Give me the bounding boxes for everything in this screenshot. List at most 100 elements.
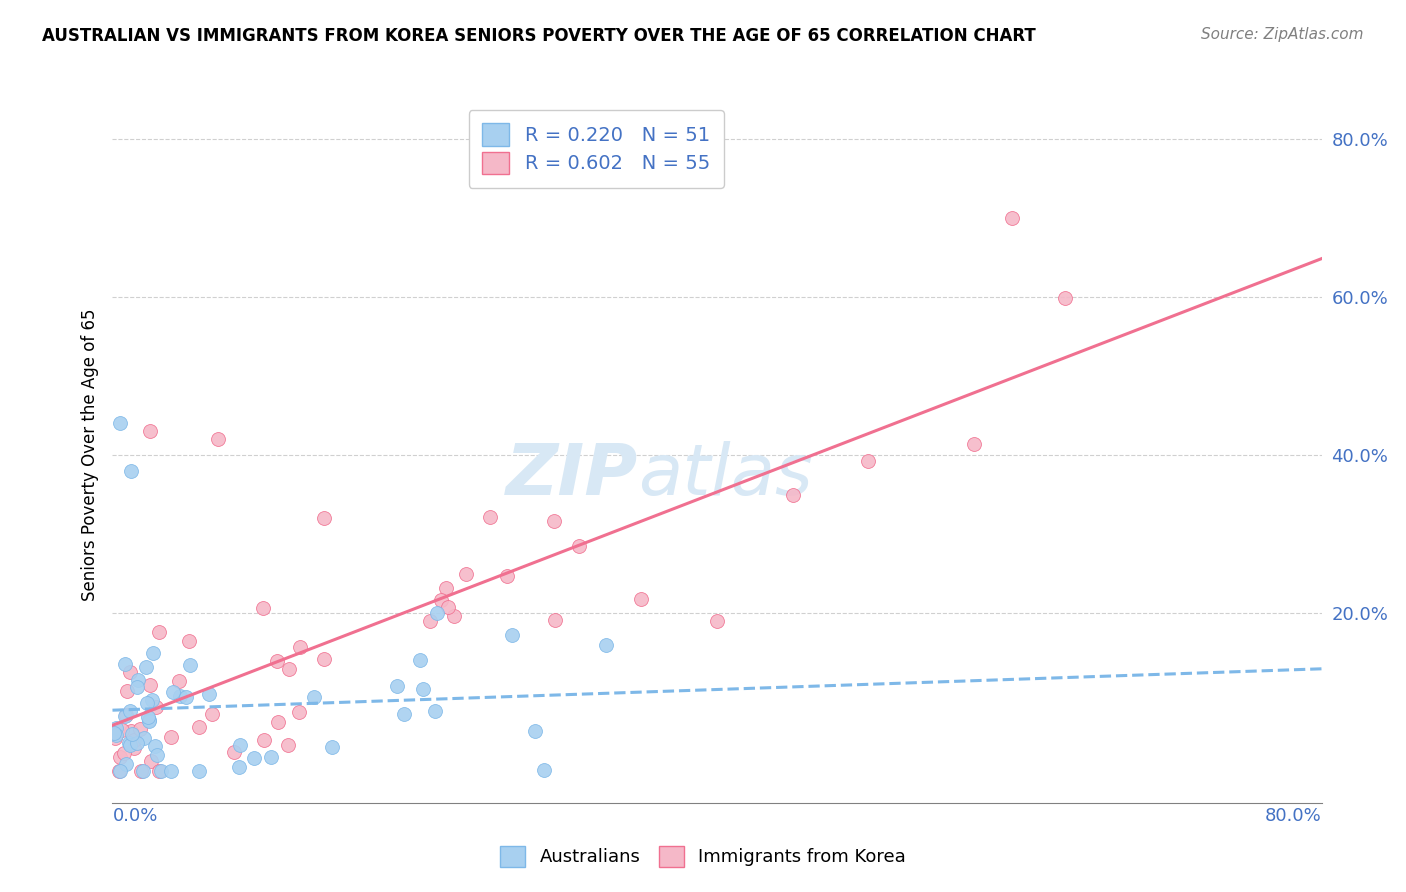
Point [706, 614, 728, 628]
Point [141, 693, 163, 707]
Point [142, 646, 165, 660]
Point [429, 593, 451, 607]
Point [127, 680, 149, 694]
Point [179, 657, 201, 672]
Point [630, 591, 652, 606]
Point [207, 432, 229, 446]
Point [228, 738, 250, 752]
Point [266, 714, 288, 729]
Point [419, 614, 441, 628]
Point [114, 709, 136, 723]
Point [129, 764, 152, 779]
Point [104, 731, 127, 745]
Point [135, 696, 157, 710]
Text: Source: ZipAtlas.com: Source: ZipAtlas.com [1201, 27, 1364, 42]
Point [135, 659, 157, 673]
Point [312, 652, 335, 666]
Point [392, 706, 415, 721]
Point [148, 624, 170, 639]
Point [385, 680, 408, 694]
Point [169, 689, 191, 703]
Point [122, 733, 145, 747]
Point [108, 417, 131, 431]
Point [104, 725, 127, 739]
Point [160, 764, 183, 779]
Point [121, 726, 143, 740]
Point [105, 728, 128, 742]
Point [162, 685, 184, 699]
Point [115, 708, 138, 723]
Point [174, 690, 197, 705]
Point [115, 756, 138, 771]
Point [501, 628, 523, 642]
Point [544, 613, 567, 627]
Point [138, 714, 160, 729]
Point [143, 739, 166, 754]
Point [134, 731, 156, 745]
Point [127, 673, 149, 687]
Point [278, 662, 301, 676]
Point [423, 704, 446, 718]
Point [114, 657, 136, 671]
Point [124, 741, 146, 756]
Point [1053, 291, 1076, 305]
Point [496, 569, 519, 583]
Point [108, 749, 131, 764]
Point [201, 707, 224, 722]
Point [479, 510, 502, 524]
Point [412, 681, 434, 696]
Point [148, 764, 170, 779]
Point [112, 746, 135, 760]
Point [1001, 211, 1024, 225]
Point [167, 674, 190, 689]
Point [160, 731, 183, 745]
Point [426, 607, 449, 621]
Text: 0.0%: 0.0% [112, 806, 157, 825]
Point [125, 736, 148, 750]
Point [222, 745, 245, 759]
Point [253, 732, 276, 747]
Point [782, 488, 804, 502]
Point [243, 750, 266, 764]
Point [138, 713, 160, 727]
Point [120, 464, 142, 478]
Point [136, 710, 159, 724]
Point [543, 514, 565, 528]
Legend: R = 0.220   N = 51, R = 0.602   N = 55: R = 0.220 N = 51, R = 0.602 N = 55 [468, 110, 724, 188]
Point [150, 764, 173, 779]
Point [304, 690, 326, 704]
Point [856, 454, 880, 468]
Point [141, 754, 163, 768]
Point [139, 424, 162, 438]
Point [568, 539, 591, 553]
Point [524, 724, 547, 739]
Point [288, 640, 311, 654]
Point [454, 567, 477, 582]
Point [963, 437, 986, 451]
Point [408, 653, 430, 667]
Point [103, 726, 125, 740]
Point [533, 763, 555, 777]
Y-axis label: Seniors Poverty Over the Age of 65: Seniors Poverty Over the Age of 65 [80, 309, 98, 601]
Legend: Australians, Immigrants from Korea: Australians, Immigrants from Korea [492, 838, 914, 874]
Point [145, 699, 167, 714]
Point [120, 724, 142, 739]
Point [197, 687, 219, 701]
Text: AUSTRALIAN VS IMMIGRANTS FROM KOREA SENIORS POVERTY OVER THE AGE OF 65 CORRELATI: AUSTRALIAN VS IMMIGRANTS FROM KOREA SENI… [42, 27, 1036, 45]
Point [266, 654, 288, 668]
Point [228, 760, 250, 774]
Text: atlas: atlas [638, 442, 813, 510]
Point [187, 764, 209, 779]
Point [436, 581, 458, 595]
Point [187, 721, 209, 735]
Point [595, 638, 617, 652]
Point [252, 600, 274, 615]
Point [177, 634, 200, 648]
Point [288, 706, 311, 720]
Point [111, 723, 134, 737]
Point [277, 738, 299, 752]
Point [128, 722, 150, 736]
Point [146, 747, 169, 762]
Point [139, 678, 162, 692]
Point [118, 665, 141, 679]
